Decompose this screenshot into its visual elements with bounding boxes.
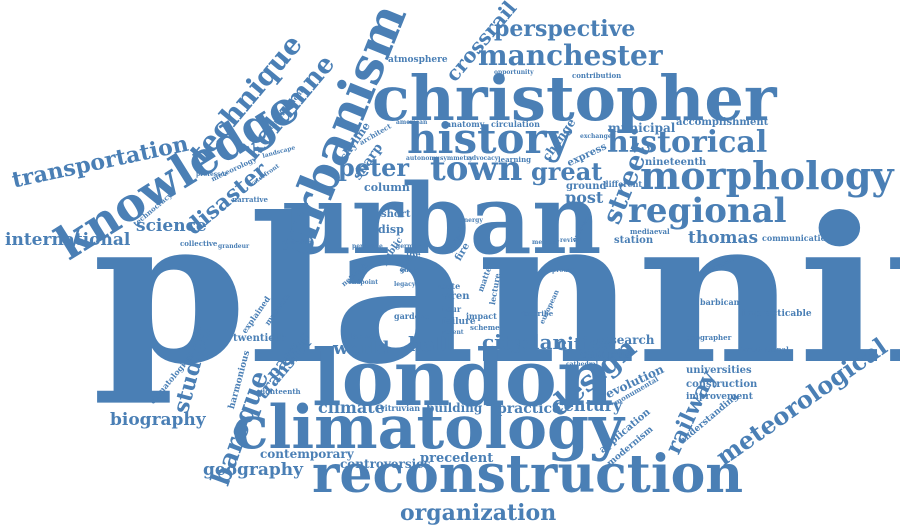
cloud-word: eighteenth: [258, 387, 301, 396]
cloud-word: ground: [566, 181, 607, 192]
cloud-word: cathedral: [566, 361, 599, 368]
cloud-word: municipal: [608, 121, 676, 135]
cloud-word: route: [436, 281, 461, 291]
cloud-word: city: [482, 330, 523, 354]
cloud-word: proust: [552, 267, 574, 274]
cloud-word: biography: [110, 410, 206, 430]
cloud-word: short: [381, 209, 411, 220]
cloud-word: nineteenth: [645, 157, 707, 168]
cloud-word: narrative: [232, 195, 268, 204]
cloud-word: recent: [442, 329, 464, 336]
cloud-word: cities: [556, 334, 611, 355]
cloud-word: accomplishment: [676, 117, 769, 128]
cloud-word: legacy: [394, 281, 416, 288]
cloud-word: reconstruction: [312, 444, 744, 505]
cloud-word: peter: [338, 153, 410, 182]
cloud-word: construction: [686, 379, 758, 390]
cloud-word: history: [407, 114, 572, 163]
cloud-word: town: [430, 149, 523, 189]
cloud-word: planning: [92, 174, 900, 409]
cloud-word: twentieth: [233, 333, 287, 344]
cloud-word: post: [565, 188, 604, 207]
cloud-word: climate: [318, 398, 385, 417]
cloud-word: geography: [203, 460, 304, 480]
cloud-word: communication: [762, 233, 832, 243]
cloud-word: american: [396, 119, 428, 126]
cloud-word: institutional: [740, 345, 789, 354]
cloud-word: contemporary: [260, 447, 354, 461]
cloud-word: perspective: [494, 16, 636, 42]
cloud-word: plan: [518, 330, 568, 354]
cloud-word: revival: [560, 237, 583, 244]
cloud-word: advocacy: [468, 155, 499, 162]
cloud-word: regional: [628, 191, 787, 231]
cloud-word: exchange: [580, 133, 612, 140]
cloud-word: professor: [196, 171, 228, 178]
cloud-word: christopher: [372, 62, 777, 135]
cloud-word: energy: [460, 217, 483, 224]
cloud-word: geographer: [686, 333, 732, 342]
cloud-word: station: [614, 235, 654, 246]
cloud-word: historical: [607, 125, 768, 160]
cloud-word: universities: [686, 365, 752, 376]
cloud-word: persuade: [352, 243, 383, 250]
cloud-word: collective: [180, 239, 218, 248]
cloud-word: atmosphere: [388, 55, 448, 65]
cloud-word: endpoint: [348, 279, 378, 286]
cloud-word: hall: [408, 332, 451, 356]
cloud-word: research: [596, 333, 655, 347]
cloud-word: column: [364, 181, 410, 194]
cloud-word: memory: [532, 239, 560, 246]
cloud-word: precedent: [420, 451, 494, 466]
cloud-word: churches: [282, 239, 313, 246]
cloud-word: autonomy: [406, 155, 440, 162]
cloud-word: impracticable: [742, 309, 812, 319]
cloud-word: impact: [466, 311, 497, 321]
cloud-word: wren: [442, 291, 470, 302]
cloud-word: contribution: [572, 71, 622, 80]
cloud-word: opportunity: [494, 69, 534, 76]
cloud-word: disp: [378, 223, 404, 236]
cloud-word: vitruvian: [380, 403, 421, 413]
cloud-word: mediaeval: [630, 227, 670, 236]
cloud-word: practice: [497, 401, 561, 417]
cloud-word: circulation: [491, 119, 540, 129]
cloud-word: climatology: [232, 393, 624, 463]
cloud-word: great: [531, 157, 603, 186]
cloud-word: learning: [498, 155, 532, 164]
cloud-word: different: [603, 179, 643, 189]
cloud-word: scheme: [470, 323, 500, 332]
cloud-word: barbican: [700, 297, 740, 307]
cloud-word: campus: [580, 347, 632, 361]
cloud-word: thomas: [688, 228, 759, 248]
cloud-word: urban: [282, 163, 602, 276]
cloud-word: morphology: [640, 153, 894, 198]
cloud-word: manchester: [478, 39, 663, 72]
cloud-word: anatomy: [446, 119, 485, 129]
cloud-word: organization: [400, 500, 557, 526]
cloud-word: world: [333, 338, 390, 359]
cloud-word: planner: [344, 331, 379, 341]
cloud-word: improvement: [686, 392, 753, 402]
cloud-word: tour: [442, 304, 462, 314]
cloud-word: international: [5, 230, 131, 250]
cloud-word: failure: [442, 317, 476, 327]
cloud-word: controversies: [340, 457, 431, 471]
cloud-word: german: [396, 243, 422, 250]
cloud-word: london: [312, 333, 614, 424]
cloud-word: century: [554, 396, 623, 415]
cloud-word: grandeur: [218, 243, 250, 250]
cloud-word: symmetry: [440, 155, 473, 162]
cloud-word: gardens: [394, 311, 430, 321]
cloud-word: describe: [520, 309, 554, 318]
cloud-word: building: [426, 401, 483, 415]
cloud-word: science: [136, 216, 207, 236]
cloud-word: guide: [400, 267, 419, 274]
cloud-word: life: [406, 249, 421, 259]
